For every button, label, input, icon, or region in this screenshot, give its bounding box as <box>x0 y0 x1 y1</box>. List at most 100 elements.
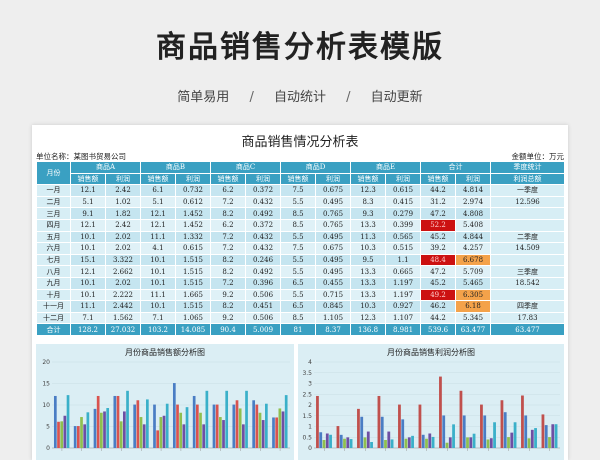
bar[interactable] <box>215 404 219 448</box>
sales-cell[interactable]: 9.1 <box>70 207 106 220</box>
bar[interactable] <box>133 404 137 448</box>
bar[interactable] <box>439 376 442 448</box>
month-cell[interactable]: 六月 <box>36 242 71 255</box>
sales-cell[interactable]: 7.2 <box>210 242 246 255</box>
profit-cell[interactable]: 4.257 <box>455 242 492 255</box>
quarter-value[interactable]: 14.509 <box>490 242 566 255</box>
bar[interactable] <box>452 424 455 448</box>
bar[interactable] <box>448 437 452 448</box>
sales-cell[interactable]: 5.1 <box>70 195 106 209</box>
bar[interactable] <box>179 412 183 448</box>
sales-cell[interactable]: 12.1 <box>70 218 106 232</box>
bar[interactable] <box>500 400 504 448</box>
quarter-label[interactable]: 四季度 <box>490 300 566 313</box>
profit-cell[interactable]: 3.322 <box>105 253 141 267</box>
profit-cell[interactable]: 0.506 <box>244 311 282 325</box>
profit-cell[interactable]: 2.02 <box>105 242 141 255</box>
bar[interactable] <box>100 412 103 448</box>
total-cell[interactable]: 63.477 <box>455 323 492 336</box>
sales-cell[interactable]: 5.5 <box>280 265 317 278</box>
profit-cell[interactable]: 0.665 <box>385 265 422 278</box>
bar[interactable] <box>116 395 120 448</box>
header-total[interactable]: 合计 <box>420 161 492 174</box>
bar[interactable] <box>93 408 97 448</box>
profit-cell[interactable]: 4.844 <box>455 230 492 244</box>
sales-cell[interactable]: 44.2 <box>420 311 457 325</box>
month-cell[interactable]: 八月 <box>36 265 71 278</box>
bar[interactable] <box>503 412 507 448</box>
bar[interactable] <box>66 395 70 448</box>
quarter-value[interactable]: 17.83 <box>490 311 566 325</box>
subheader-sales[interactable]: 销售额 <box>420 172 457 186</box>
bar[interactable] <box>176 404 179 448</box>
header-product-c[interactable]: 商品C <box>209 161 282 174</box>
month-cell[interactable]: 十一月 <box>36 300 71 313</box>
profit-cell[interactable]: 0.506 <box>244 288 282 302</box>
sales-cell[interactable]: 12.1 <box>140 218 176 232</box>
subheader-profit[interactable]: 利润 <box>244 172 282 186</box>
bar[interactable] <box>192 395 196 448</box>
total-cell[interactable]: 103.2 <box>140 323 176 336</box>
profit-cell[interactable]: 1.665 <box>175 288 211 302</box>
profit-cell[interactable]: 5.408 <box>455 218 492 232</box>
bar[interactable] <box>380 416 384 448</box>
bar[interactable] <box>363 437 367 448</box>
profit-cell[interactable]: 0.432 <box>244 195 282 209</box>
profit-cell[interactable]: 1.105 <box>315 311 352 325</box>
sales-cell[interactable]: 11.1 <box>70 300 106 313</box>
month-cell[interactable]: 二月 <box>36 195 71 209</box>
bar[interactable] <box>459 390 463 448</box>
bar[interactable] <box>387 431 391 448</box>
profit-cell[interactable]: 0.732 <box>175 184 211 197</box>
quarter-total-cell[interactable]: 63.477 <box>490 323 566 336</box>
sales-cell[interactable]: 10.1 <box>140 276 176 290</box>
header-product-a[interactable]: 商品A <box>70 161 141 174</box>
subheader-sales[interactable]: 销售额 <box>70 172 106 186</box>
bar[interactable] <box>235 400 239 448</box>
bar[interactable] <box>165 403 169 448</box>
sales-cell[interactable]: 7.2 <box>210 276 246 290</box>
sales-cell[interactable]: 6.1 <box>140 184 176 197</box>
bar[interactable] <box>483 415 487 448</box>
sales-cell[interactable]: 10.1 <box>140 253 176 267</box>
bar[interactable] <box>205 390 209 448</box>
bar[interactable] <box>398 404 401 448</box>
sales-cell[interactable]: 47.2 <box>420 265 457 278</box>
quarter-label[interactable]: 一季度 <box>490 184 566 197</box>
bar[interactable] <box>336 426 340 448</box>
bar[interactable] <box>527 438 531 448</box>
profit-cell[interactable]: 4.808 <box>455 207 492 220</box>
profit-cell[interactable]: 0.715 <box>315 288 352 302</box>
bar[interactable] <box>106 408 110 448</box>
profit-cell[interactable]: 2.02 <box>105 230 141 244</box>
sales-cell[interactable]: 7.5 <box>280 242 317 255</box>
profit-cell[interactable]: 0.455 <box>315 276 352 290</box>
bar[interactable] <box>60 421 64 448</box>
sales-cell[interactable]: 8.5 <box>280 311 317 325</box>
sales-cell[interactable]: 10.1 <box>70 230 106 244</box>
bar[interactable] <box>172 383 176 448</box>
total-cell[interactable]: 8.981 <box>385 323 422 336</box>
profit-cell[interactable]: 0.432 <box>244 242 282 255</box>
sales-cell[interactable]: 10.1 <box>70 276 106 290</box>
bar[interactable] <box>261 420 265 448</box>
bar[interactable] <box>76 426 80 448</box>
profit-cell[interactable]: 2.974 <box>455 195 492 209</box>
sales-cell[interactable]: 13.3 <box>350 218 387 232</box>
sales-cell[interactable]: 8.5 <box>280 218 317 232</box>
sales-cell[interactable]: 8.3 <box>350 195 387 209</box>
sales-cell[interactable]: 8.5 <box>280 207 317 220</box>
quarter-label[interactable]: 三季度 <box>490 265 566 278</box>
bar[interactable] <box>370 442 373 448</box>
bar[interactable] <box>493 422 496 448</box>
subheader-profit[interactable]: 利润 <box>385 172 422 186</box>
month-cell[interactable]: 十二月 <box>36 311 71 325</box>
bar[interactable] <box>325 433 329 448</box>
bar[interactable] <box>442 415 446 448</box>
quarter-cell-empty[interactable] <box>490 218 566 232</box>
bar[interactable] <box>425 438 428 448</box>
profit-cell[interactable]: 0.845 <box>315 300 352 313</box>
bar[interactable] <box>162 415 166 448</box>
subheader-profit[interactable]: 利润 <box>455 172 492 186</box>
total-cell[interactable]: 90.4 <box>210 323 246 336</box>
